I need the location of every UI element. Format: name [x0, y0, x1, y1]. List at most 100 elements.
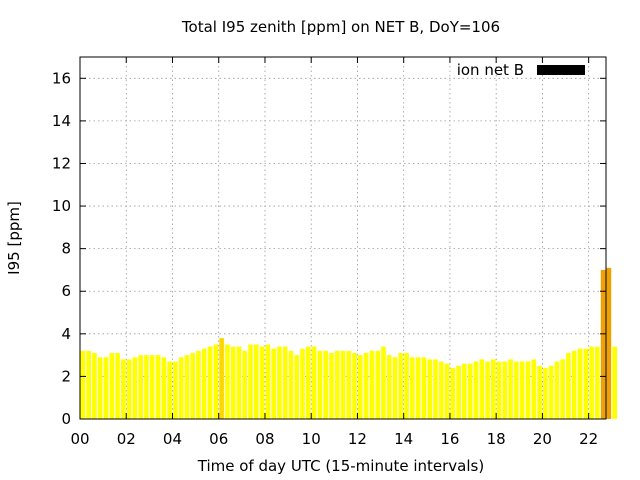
bar [514, 361, 519, 419]
bar [92, 352, 97, 419]
bar [456, 365, 461, 419]
bar [485, 361, 490, 419]
y-tick-label: 6 [61, 282, 71, 300]
bar [462, 363, 467, 419]
bar [473, 361, 479, 419]
plot-frame [79, 56, 607, 420]
x-tick-label: 12 [348, 430, 367, 448]
bar [421, 357, 427, 419]
bar [201, 348, 207, 419]
x-tick-label: 18 [487, 430, 506, 448]
bar [537, 365, 542, 419]
bar [427, 359, 433, 419]
bar [97, 357, 103, 419]
bar [230, 346, 236, 419]
bar [404, 352, 409, 419]
bar [369, 350, 375, 419]
bar [502, 361, 508, 419]
bar [548, 365, 554, 419]
x-tick-label: 04 [163, 430, 182, 448]
bar [109, 352, 115, 419]
bar [265, 344, 271, 419]
bar [577, 348, 583, 419]
y-tick-label: 0 [61, 410, 71, 428]
y-tick-label: 12 [52, 154, 71, 172]
bar [467, 363, 473, 419]
bar [167, 361, 172, 419]
bar [184, 355, 190, 419]
bar [155, 355, 161, 419]
bar [207, 346, 213, 419]
bar [381, 346, 386, 419]
bar [363, 352, 369, 419]
bar [271, 348, 276, 419]
bar [352, 352, 357, 419]
x-tick-label: 16 [440, 430, 459, 448]
bar [219, 338, 224, 419]
bar [444, 363, 450, 419]
bar [571, 350, 577, 419]
bar [433, 359, 438, 419]
bar [190, 352, 196, 419]
bar [358, 355, 363, 419]
bar [496, 361, 502, 419]
bar [398, 352, 404, 419]
bar [103, 357, 109, 419]
bar [606, 267, 612, 419]
bar [138, 355, 144, 419]
bar [317, 350, 323, 419]
bar [525, 361, 531, 419]
bar [583, 348, 589, 419]
bar [253, 344, 259, 419]
bar [80, 350, 86, 419]
bar [600, 269, 606, 419]
legend: ion net B [457, 61, 585, 79]
y-axis-label: I95 [ppm] [5, 201, 23, 275]
bar [306, 346, 311, 419]
bar [282, 346, 288, 419]
bar [149, 355, 155, 419]
bar [438, 361, 444, 419]
x-axis-label: Time of day UTC (15-minute intervals) [197, 457, 484, 475]
bar [329, 352, 334, 419]
bar [121, 359, 126, 419]
bar [479, 359, 485, 419]
y-tick-label: 2 [61, 367, 71, 385]
bar [242, 350, 248, 419]
x-tick-label: 06 [209, 430, 228, 448]
bar [225, 344, 230, 419]
bar [86, 350, 91, 419]
bar [346, 350, 352, 419]
bar [236, 346, 242, 419]
bar [144, 355, 149, 419]
bar [450, 367, 456, 419]
bar [288, 350, 294, 419]
y-tick-label: 16 [52, 69, 71, 87]
bar [386, 355, 392, 419]
bar [415, 357, 421, 419]
bar [612, 346, 617, 419]
bar [173, 361, 178, 419]
bar [560, 359, 565, 419]
bar [519, 361, 525, 419]
bar [311, 346, 317, 419]
bar [375, 350, 380, 419]
chart-title: Total I95 zenith [ppm] on NET B, DoY=106 [181, 18, 500, 36]
bar [126, 359, 132, 419]
bar [115, 352, 120, 419]
y-tick-label: 14 [52, 112, 71, 130]
bar [566, 352, 571, 419]
x-tick-label: 02 [117, 430, 136, 448]
grid [80, 57, 606, 419]
legend-swatch [537, 65, 585, 75]
x-tick-label: 10 [302, 430, 321, 448]
bar [277, 346, 282, 419]
bar [410, 357, 415, 419]
bar [595, 346, 600, 419]
x-tick-label: 14 [394, 430, 413, 448]
bar [554, 361, 560, 419]
y-tick-label: 8 [61, 240, 71, 258]
bar [508, 359, 513, 419]
bar [132, 357, 138, 419]
